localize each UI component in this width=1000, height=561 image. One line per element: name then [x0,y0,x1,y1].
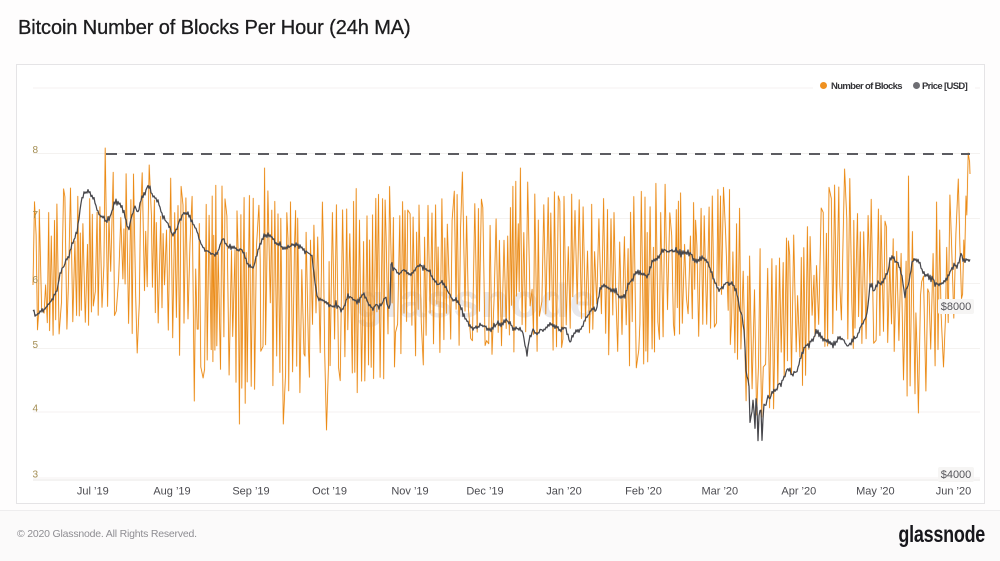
svg-text:4: 4 [32,404,38,415]
svg-text:Feb ’20: Feb ’20 [625,486,662,498]
svg-text:Apr ’20: Apr ’20 [781,486,816,498]
svg-text:6: 6 [32,275,38,286]
svg-text:Aug ’19: Aug ’19 [153,486,190,498]
svg-text:Nov ’19: Nov ’19 [391,486,428,498]
svg-text:5: 5 [32,340,38,351]
svg-text:8: 8 [32,145,38,156]
svg-text:Jan ’20: Jan ’20 [546,486,581,498]
svg-text:$4000: $4000 [941,469,972,481]
svg-text:7: 7 [32,210,38,221]
svg-text:Dec ’19: Dec ’19 [466,486,503,498]
svg-text:Jul ’19: Jul ’19 [77,486,109,498]
svg-text:Jun ’20: Jun ’20 [936,486,971,498]
svg-text:Mar ’20: Mar ’20 [701,486,738,498]
svg-text:Oct ’19: Oct ’19 [312,486,347,498]
svg-text:$8000: $8000 [941,301,972,313]
svg-text:Sep ’19: Sep ’19 [232,486,269,498]
svg-text:May ’20: May ’20 [856,486,895,498]
svg-text:3: 3 [32,470,38,481]
